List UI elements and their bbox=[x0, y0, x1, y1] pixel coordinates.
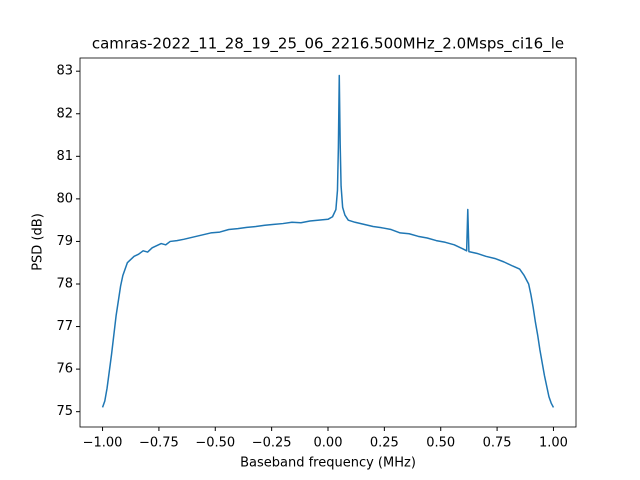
x-tick-label: 0.50 bbox=[426, 436, 455, 451]
y-tick-label: 77 bbox=[56, 319, 73, 334]
x-tick-label: 0.75 bbox=[483, 436, 512, 451]
x-tick-label: −0.50 bbox=[195, 436, 235, 451]
x-tick-label: 1.00 bbox=[539, 436, 568, 451]
y-axis-label: PSD (dB) bbox=[31, 213, 46, 271]
y-tick-label: 82 bbox=[56, 106, 73, 121]
y-tick-label: 75 bbox=[56, 404, 73, 419]
y-tick-label: 81 bbox=[56, 149, 73, 164]
x-tick-label: −0.75 bbox=[139, 436, 179, 451]
chart-title: camras-2022_11_28_19_25_06_2216.500MHz_2… bbox=[92, 35, 564, 54]
psd-line bbox=[101, 74, 555, 408]
y-tick-label: 80 bbox=[56, 191, 73, 206]
y-tick-label: 83 bbox=[56, 64, 73, 79]
x-tick-label: −0.25 bbox=[252, 436, 292, 451]
y-tick-label: 79 bbox=[56, 234, 73, 249]
x-axis-label: Baseband frequency (MHz) bbox=[240, 456, 416, 471]
plot-frame bbox=[79, 57, 577, 428]
x-tick-label: −1.00 bbox=[83, 436, 123, 451]
y-tick-label: 76 bbox=[56, 362, 73, 377]
x-tick-label: 0.25 bbox=[370, 436, 399, 451]
y-tick-label: 78 bbox=[56, 276, 73, 291]
x-tick-label: 0.00 bbox=[314, 436, 343, 451]
